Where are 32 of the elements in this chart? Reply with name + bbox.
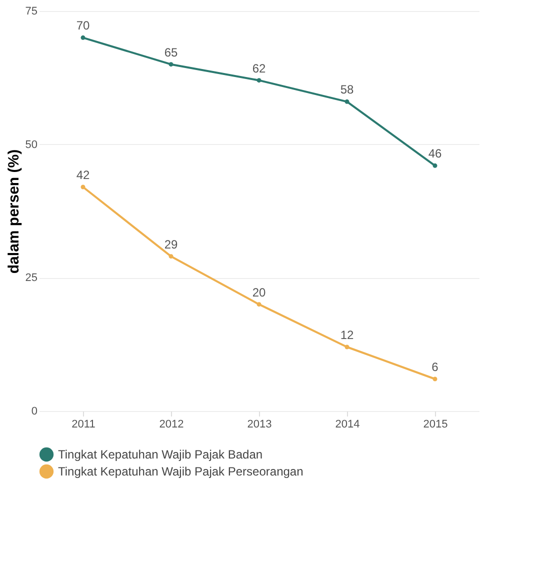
data-label: 29 — [164, 237, 178, 252]
point — [168, 62, 174, 67]
x-tick-label: 2013 — [247, 418, 272, 430]
y-tick-label: 50 — [25, 138, 38, 151]
point — [432, 376, 438, 382]
data-label: 62 — [252, 61, 266, 76]
y-axis-title: dalam persen (%) — [5, 149, 22, 274]
point — [344, 344, 350, 350]
x-tick-label: 2014 — [335, 418, 360, 430]
data-label: 58 — [340, 82, 354, 97]
y-tick-label: 75 — [25, 6, 38, 18]
data-label: 46 — [428, 146, 442, 161]
y-tick-label: 25 — [25, 272, 38, 284]
data-label: 12 — [340, 328, 354, 342]
point — [80, 184, 86, 190]
legend-label: Tingkat Kepatuhan Wajib Pajak Badan — [58, 448, 263, 462]
x-tick-label: 2015 — [423, 418, 448, 430]
x-tick-label: 2011 — [72, 418, 96, 430]
data-label: 65 — [164, 45, 178, 60]
data-label: 20 — [252, 285, 266, 300]
point — [256, 302, 262, 307]
x-tick-label: 2012 — [159, 418, 184, 430]
legend-label: Tingkat Kepatuhan Wajib Pajak Perseorangan — [58, 464, 304, 478]
data-label: 6 — [432, 360, 439, 374]
point — [344, 99, 350, 104]
y-tick-label: 0 — [31, 406, 38, 418]
point — [168, 254, 174, 259]
data-label: 70 — [76, 18, 90, 33]
point — [256, 78, 262, 83]
point — [432, 163, 438, 168]
point — [80, 35, 86, 40]
data-label: 42 — [76, 168, 90, 182]
